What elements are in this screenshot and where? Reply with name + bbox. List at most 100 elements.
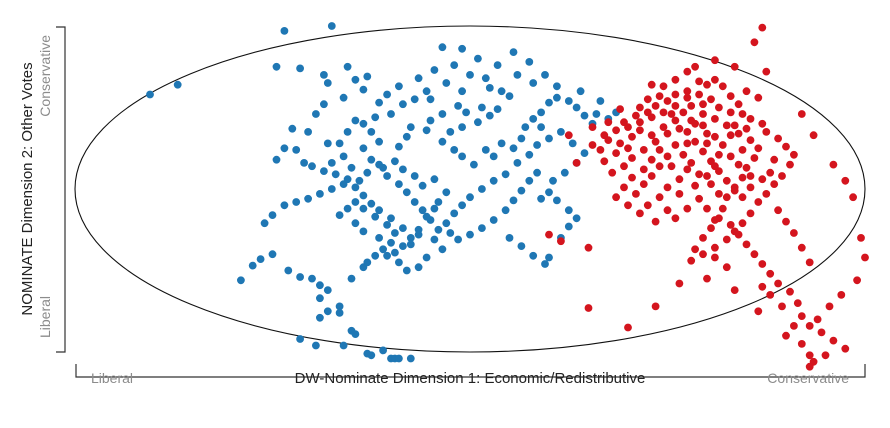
point-series0-46 <box>248 261 257 270</box>
point-series1-146 <box>797 243 806 252</box>
point-series0-61 <box>312 341 320 350</box>
point-series0-136 <box>474 54 482 63</box>
point-series1-135 <box>857 234 865 242</box>
point-series0-116 <box>481 146 490 154</box>
point-series0-197 <box>529 251 538 260</box>
point-series0-38 <box>316 190 324 198</box>
point-series1-189 <box>620 183 628 192</box>
point-series1-109 <box>793 299 802 307</box>
point-series1-100 <box>711 216 719 224</box>
point-series1-64 <box>651 137 660 146</box>
point-series1-91 <box>639 180 648 189</box>
point-series0-201 <box>564 222 573 231</box>
point-series1-87 <box>671 141 680 149</box>
point-series0-3 <box>296 64 304 73</box>
x-axis-bracket <box>75 364 866 378</box>
point-series1-154 <box>695 77 703 86</box>
point-series1-59 <box>711 115 719 123</box>
point-series1-168 <box>742 124 751 133</box>
point-series1-163 <box>604 136 613 145</box>
point-series0-156 <box>458 201 466 210</box>
point-series1-54 <box>750 154 759 162</box>
point-series0-211 <box>568 139 577 148</box>
point-series1-8 <box>655 92 664 100</box>
point-series0-92 <box>442 188 451 197</box>
point-series0-72 <box>363 258 372 267</box>
point-series0-17 <box>272 155 281 164</box>
point-series1-24 <box>715 103 723 112</box>
point-series0-84 <box>359 227 368 236</box>
point-series1-174 <box>671 214 680 223</box>
point-series0-151 <box>513 159 522 167</box>
point-series0-9 <box>363 72 372 81</box>
point-series0-146 <box>371 113 380 122</box>
point-series0-205 <box>545 188 553 197</box>
point-series1-49 <box>718 204 727 213</box>
point-series0-48 <box>284 266 293 275</box>
point-series1-76 <box>691 137 699 146</box>
point-series0-1 <box>327 22 336 30</box>
point-series1-144 <box>782 217 790 226</box>
point-series0-107 <box>485 111 494 120</box>
point-series0-112 <box>438 137 447 146</box>
point-series1-178 <box>703 172 711 180</box>
point-series0-120 <box>517 134 526 143</box>
point-series0-51 <box>316 281 324 290</box>
point-series0-216 <box>497 87 506 96</box>
point-series0-64 <box>367 351 376 360</box>
point-series1-30 <box>774 134 782 143</box>
point-series1-132 <box>829 160 838 169</box>
point-series0-126 <box>564 97 573 105</box>
point-series0-26 <box>335 139 344 148</box>
point-series0-41 <box>280 201 289 210</box>
point-series1-47 <box>707 224 715 233</box>
point-series0-134 <box>513 71 522 79</box>
point-series1-58 <box>722 121 731 130</box>
point-series1-195 <box>722 263 731 272</box>
point-series0-59 <box>351 330 360 338</box>
point-series1-210 <box>699 121 707 130</box>
point-series0-226 <box>399 100 407 109</box>
point-series1-4 <box>711 75 719 84</box>
point-series1-185 <box>667 162 676 171</box>
point-series0-212 <box>557 127 565 136</box>
point-series0-127 <box>572 103 581 112</box>
y-axis-bracket <box>56 26 66 353</box>
point-series1-215 <box>734 160 743 169</box>
point-series1-70 <box>612 149 620 158</box>
point-series1-95 <box>663 183 672 192</box>
point-series1-36 <box>762 190 771 198</box>
point-series1-22 <box>695 90 703 99</box>
point-series1-44 <box>687 256 696 265</box>
point-series0-118 <box>497 139 506 148</box>
point-series0-202 <box>572 214 581 223</box>
point-series0-195 <box>505 234 514 242</box>
point-series0-98 <box>395 142 403 151</box>
point-series1-206 <box>584 243 593 252</box>
point-series1-86 <box>679 150 688 159</box>
point-series1-164 <box>596 146 605 154</box>
point-series0-106 <box>478 103 486 112</box>
point-series0-166 <box>383 251 391 260</box>
point-series1-128 <box>572 159 581 167</box>
point-series1-187 <box>639 165 648 174</box>
point-series0-31 <box>375 137 383 146</box>
point-series0-102 <box>426 116 435 125</box>
point-series1-98 <box>695 194 703 203</box>
point-series1-33 <box>786 160 794 169</box>
point-series0-220 <box>426 95 435 104</box>
point-series0-73 <box>371 251 380 260</box>
point-series1-159 <box>643 108 652 117</box>
point-series1-127 <box>545 230 553 239</box>
point-series0-24 <box>347 163 356 172</box>
point-series1-94 <box>655 193 664 202</box>
point-series1-23 <box>707 95 715 104</box>
point-series1-175 <box>663 206 672 215</box>
point-series1-0 <box>758 23 767 32</box>
point-series1-140 <box>813 315 822 324</box>
point-series0-45 <box>256 255 265 263</box>
point-series0-91 <box>434 198 443 206</box>
point-series1-136 <box>861 253 869 262</box>
point-series0-78 <box>371 212 380 221</box>
point-series1-204 <box>699 100 707 109</box>
